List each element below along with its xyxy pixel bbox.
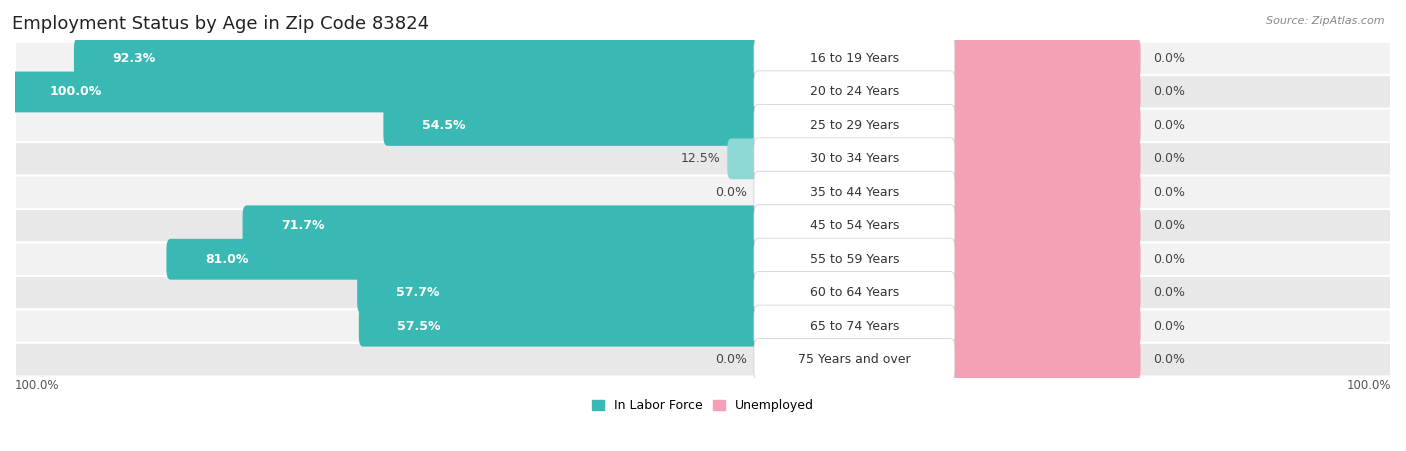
Text: 12.5%: 12.5% [681, 152, 720, 166]
Text: 0.0%: 0.0% [1153, 86, 1185, 98]
FancyBboxPatch shape [15, 309, 1391, 343]
Text: 45 to 54 Years: 45 to 54 Years [810, 219, 898, 232]
Text: 55 to 59 Years: 55 to 59 Years [810, 253, 898, 266]
FancyBboxPatch shape [754, 272, 955, 314]
Text: 60 to 64 Years: 60 to 64 Years [810, 286, 898, 299]
FancyBboxPatch shape [15, 75, 1391, 109]
FancyBboxPatch shape [754, 37, 955, 79]
Text: 0.0%: 0.0% [1153, 52, 1185, 65]
Text: 57.5%: 57.5% [398, 320, 441, 333]
FancyBboxPatch shape [15, 41, 1391, 75]
Text: 0.0%: 0.0% [1153, 286, 1185, 299]
FancyBboxPatch shape [953, 239, 1140, 280]
FancyBboxPatch shape [11, 72, 838, 112]
FancyBboxPatch shape [15, 109, 1391, 142]
FancyBboxPatch shape [15, 175, 1391, 209]
FancyBboxPatch shape [754, 205, 955, 247]
Text: 0.0%: 0.0% [716, 186, 747, 199]
FancyBboxPatch shape [953, 205, 1140, 246]
FancyBboxPatch shape [754, 305, 955, 347]
FancyBboxPatch shape [243, 205, 838, 246]
Text: 100.0%: 100.0% [15, 379, 59, 392]
FancyBboxPatch shape [754, 138, 955, 180]
Text: Employment Status by Age in Zip Code 83824: Employment Status by Age in Zip Code 838… [13, 15, 429, 33]
Text: 54.5%: 54.5% [422, 119, 465, 132]
FancyBboxPatch shape [754, 339, 955, 381]
Text: 81.0%: 81.0% [205, 253, 249, 266]
FancyBboxPatch shape [754, 238, 955, 281]
FancyBboxPatch shape [754, 71, 955, 113]
FancyBboxPatch shape [166, 239, 838, 280]
FancyBboxPatch shape [15, 343, 1391, 377]
Text: 0.0%: 0.0% [1153, 219, 1185, 232]
Text: 20 to 24 Years: 20 to 24 Years [810, 86, 898, 98]
FancyBboxPatch shape [357, 272, 838, 313]
FancyBboxPatch shape [359, 306, 838, 346]
Text: 100.0%: 100.0% [1347, 379, 1391, 392]
FancyBboxPatch shape [754, 104, 955, 147]
Text: 0.0%: 0.0% [1153, 353, 1185, 366]
Text: 25 to 29 Years: 25 to 29 Years [810, 119, 898, 132]
FancyBboxPatch shape [15, 276, 1391, 309]
Text: 100.0%: 100.0% [49, 86, 101, 98]
Text: 0.0%: 0.0% [1153, 119, 1185, 132]
FancyBboxPatch shape [953, 339, 1140, 380]
FancyBboxPatch shape [953, 172, 1140, 213]
FancyBboxPatch shape [953, 38, 1140, 79]
Text: 0.0%: 0.0% [1153, 152, 1185, 166]
Text: 92.3%: 92.3% [112, 52, 156, 65]
Text: 71.7%: 71.7% [281, 219, 325, 232]
Text: 65 to 74 Years: 65 to 74 Years [810, 320, 898, 333]
Text: 0.0%: 0.0% [716, 353, 747, 366]
Text: 75 Years and over: 75 Years and over [799, 353, 911, 366]
FancyBboxPatch shape [15, 209, 1391, 243]
Text: Source: ZipAtlas.com: Source: ZipAtlas.com [1267, 16, 1385, 26]
FancyBboxPatch shape [15, 142, 1391, 176]
FancyBboxPatch shape [727, 138, 838, 179]
FancyBboxPatch shape [384, 105, 838, 146]
FancyBboxPatch shape [754, 171, 955, 213]
FancyBboxPatch shape [953, 272, 1140, 313]
Text: 0.0%: 0.0% [1153, 320, 1185, 333]
Text: 35 to 44 Years: 35 to 44 Years [810, 186, 898, 199]
FancyBboxPatch shape [953, 306, 1140, 346]
Text: 30 to 34 Years: 30 to 34 Years [810, 152, 898, 166]
Legend: In Labor Force, Unemployed: In Labor Force, Unemployed [592, 399, 814, 412]
FancyBboxPatch shape [953, 72, 1140, 112]
FancyBboxPatch shape [953, 105, 1140, 146]
Text: 0.0%: 0.0% [1153, 253, 1185, 266]
FancyBboxPatch shape [953, 138, 1140, 179]
FancyBboxPatch shape [15, 243, 1391, 276]
Text: 0.0%: 0.0% [1153, 186, 1185, 199]
Text: 57.7%: 57.7% [395, 286, 439, 299]
FancyBboxPatch shape [75, 38, 838, 79]
Text: 16 to 19 Years: 16 to 19 Years [810, 52, 898, 65]
